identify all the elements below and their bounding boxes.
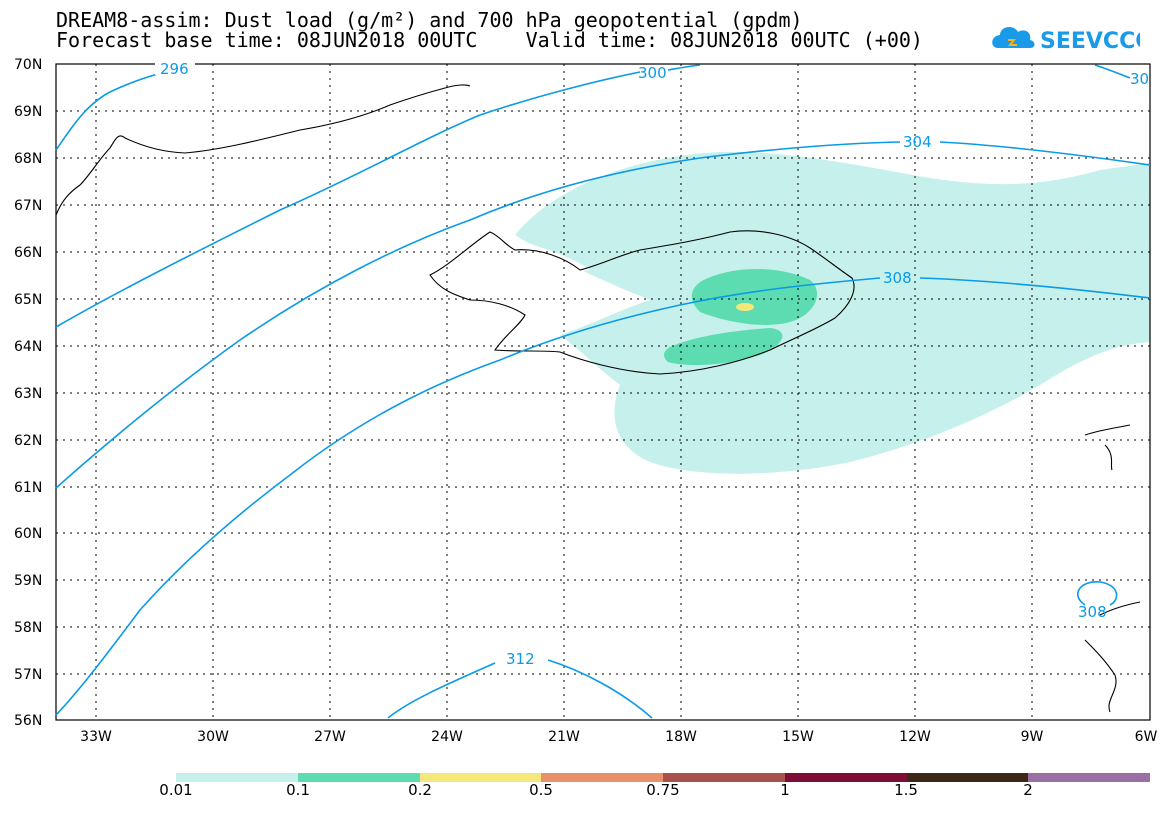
svg-text:62N: 62N	[14, 433, 42, 449]
svg-text:63N: 63N	[14, 386, 42, 402]
forecast-times: Forecast base time: 08JUN2018 00UTC Vali…	[56, 28, 923, 52]
svg-text:56N: 56N	[14, 713, 42, 729]
legend-swatch	[297, 773, 420, 782]
cloud-icon	[992, 26, 1035, 48]
svg-text:70N: 70N	[14, 57, 42, 73]
legend-swatch	[419, 773, 542, 782]
contour-label-300: 300	[638, 64, 667, 82]
seevccc-logo: SEEVCCC	[992, 26, 1140, 54]
map-title: DREAM8-assim: Dust load (g/m²) and 700 h…	[56, 8, 803, 32]
legend-label: 0.5	[529, 781, 553, 799]
legend-label: 0.01	[159, 781, 193, 799]
svg-text:69N: 69N	[14, 104, 42, 120]
legend-label: 1.5	[894, 781, 918, 799]
legend-swatch	[784, 773, 907, 782]
svg-text:9W: 9W	[1021, 729, 1044, 745]
svg-text:57N: 57N	[14, 667, 42, 683]
svg-text:30W: 30W	[197, 729, 229, 745]
longitude-labels: 33W 30W 27W 24W 21W 18W 15W 12W 9W 6W	[80, 729, 1157, 745]
svg-text:59N: 59N	[14, 573, 42, 589]
svg-text:66N: 66N	[14, 245, 42, 261]
contour-label-308-small: 308	[1078, 603, 1107, 621]
legend-swatch	[176, 773, 298, 782]
svg-text:67N: 67N	[14, 198, 42, 214]
contour-labels: 296 300 30 304 308 308 312	[155, 60, 1149, 668]
grid-lines	[56, 64, 1150, 720]
legend-label: 0.1	[286, 781, 310, 799]
legend-label: 1	[780, 781, 790, 799]
svg-text:15W: 15W	[782, 729, 814, 745]
legend-color-bar	[176, 773, 1150, 782]
svg-text:58N: 58N	[14, 620, 42, 636]
latitude-labels: 70N 69N 68N 67N 66N 65N 64N 63N 62N 61N …	[14, 57, 42, 729]
svg-text:SEEVCCC: SEEVCCC	[1040, 29, 1140, 54]
contour-label-296: 296	[160, 60, 189, 78]
svg-text:18W: 18W	[665, 729, 697, 745]
legend-swatch	[541, 773, 663, 782]
svg-text:24W: 24W	[431, 729, 463, 745]
legend-label: 0.2	[408, 781, 432, 799]
contour-label-308: 308	[883, 269, 912, 287]
legend-swatch	[906, 773, 1029, 782]
coastlines	[55, 84, 1141, 713]
svg-text:21W: 21W	[548, 729, 580, 745]
svg-text:33W: 33W	[80, 729, 112, 745]
legend-label: 0.75	[646, 781, 680, 799]
svg-text:60N: 60N	[14, 526, 42, 542]
svg-text:65N: 65N	[14, 292, 42, 308]
svg-text:27W: 27W	[314, 729, 346, 745]
geopotential-contours	[55, 64, 1151, 719]
legend-label: 2	[1023, 781, 1033, 799]
contour-label-304: 304	[903, 133, 932, 151]
plot-frame	[55, 63, 1151, 721]
svg-text:6W: 6W	[1135, 729, 1158, 745]
svg-text:12W: 12W	[899, 729, 931, 745]
legend-swatch	[663, 773, 785, 782]
legend-swatch	[1028, 773, 1150, 782]
svg-text:61N: 61N	[14, 480, 42, 496]
svg-text:68N: 68N	[14, 151, 42, 167]
contour-label-300-partial: 30	[1130, 70, 1149, 88]
contour-label-312: 312	[506, 650, 535, 668]
svg-text:64N: 64N	[14, 339, 42, 355]
dust-load-shading	[515, 151, 1150, 474]
